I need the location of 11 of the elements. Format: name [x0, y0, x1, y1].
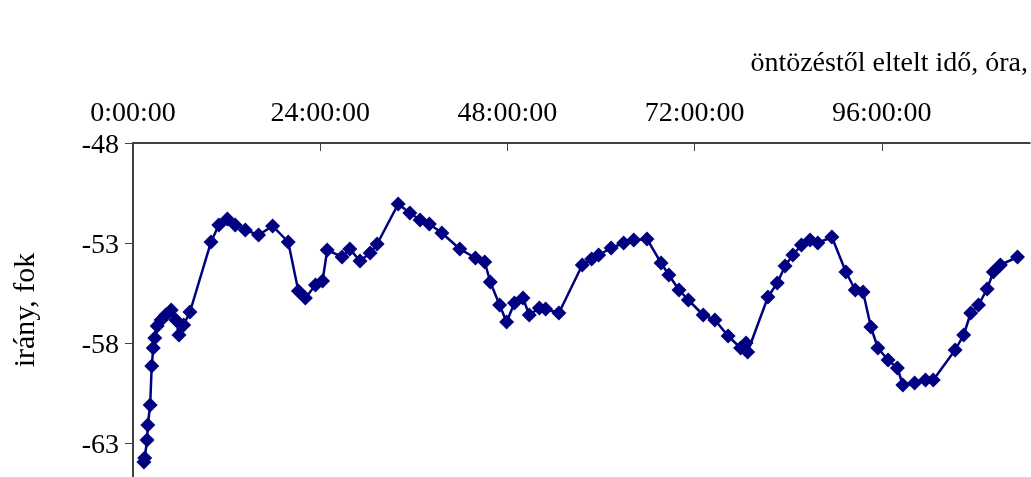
- y-tick-label: -53: [81, 227, 119, 259]
- y-axis-title: irány, fok: [6, 252, 40, 368]
- x-tick-label: 96:00:00: [832, 95, 932, 127]
- y-tick-label: -58: [81, 327, 119, 359]
- x-tick-label: 0:00:00: [90, 95, 176, 127]
- x-tick-label: 24:00:00: [270, 95, 370, 127]
- x-tick-label: 72:00:00: [644, 95, 745, 127]
- y-tick-label: -63: [81, 427, 119, 459]
- x-axis-title: öntözéstől eltelt idő, óra,: [750, 45, 1028, 77]
- x-tick-label: 48:00:00: [457, 95, 558, 127]
- y-tick-label: -48: [81, 127, 119, 159]
